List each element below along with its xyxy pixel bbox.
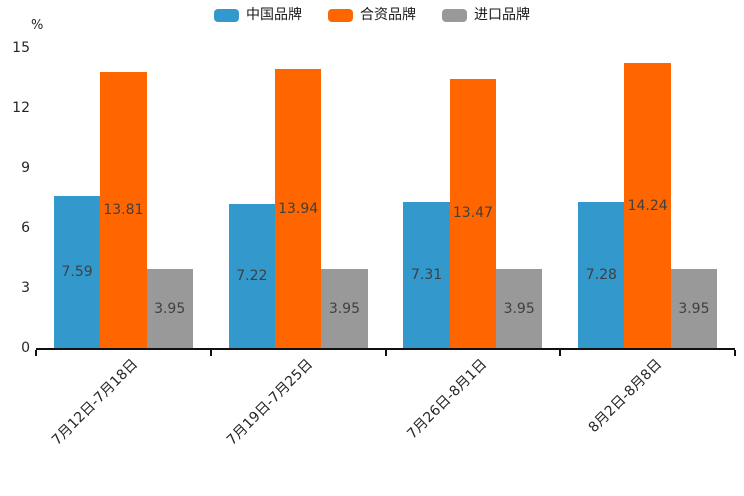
bar-合资品牌-group-3: 13.47 (449, 78, 497, 348)
x-axis-category-label: 8月2日-8月8日 (585, 356, 666, 436)
y-axis-unit-label: % (31, 18, 44, 33)
bar-进口品牌-group-4: 3.95 (670, 269, 718, 348)
x-axis-line (36, 348, 735, 350)
bar-value-label: 7.59 (61, 264, 93, 281)
bar-中国品牌-group-4: 7.28 (578, 202, 625, 348)
legend-label: 中国品牌 (246, 7, 302, 23)
x-axis-tick-mark (209, 350, 212, 356)
x-axis-tick-mark (734, 350, 736, 356)
legend-item-series-1[interactable]: 中国品牌 (214, 8, 302, 22)
bar-进口品牌-group-2: 3.95 (321, 269, 368, 348)
bar-中国品牌-group-2: 7.22 (228, 203, 275, 348)
bar-value-label: 7.22 (236, 267, 268, 284)
legend-label: 进口品牌 (474, 7, 530, 23)
legend-item-series-3[interactable]: 进口品牌 (442, 8, 530, 22)
legend-swatch-icon (442, 8, 467, 22)
x-axis-category-label: 7月19日-7月25日 (223, 356, 316, 449)
bar-value-label: 3.95 (154, 300, 186, 317)
bar-进口品牌-group-1: 3.95 (146, 269, 193, 348)
bar-value-label: 13.94 (278, 200, 319, 217)
bar-value-label: 13.47 (452, 205, 493, 222)
x-axis-tick-mark (35, 350, 37, 356)
bar-value-label: 14.24 (627, 197, 668, 214)
bar-value-label: 3.95 (328, 300, 360, 317)
x-axis-tick-mark (384, 350, 387, 356)
bar-value-label: 13.81 (103, 201, 144, 218)
x-axis-category-label: 7月12日-7月18日 (48, 356, 141, 449)
legend-swatch-icon (214, 8, 239, 22)
bar-value-label: 7.28 (585, 267, 617, 284)
legend-item-series-2[interactable]: 合资品牌 (328, 8, 416, 22)
bar-中国品牌-group-1: 7.59 (53, 196, 101, 348)
bar-value-label: 7.31 (410, 266, 443, 283)
y-axis-tick-label: 12 (12, 100, 30, 116)
y-axis-tick-label: 9 (21, 160, 30, 176)
legend-swatch-icon (328, 8, 353, 22)
bar-value-label: 3.95 (503, 300, 535, 317)
y-axis-tick-label: 15 (12, 40, 30, 56)
x-axis-category-label: 7月26日-8月1日 (404, 356, 491, 443)
legend-label: 合资品牌 (360, 7, 416, 23)
bar-进口品牌-group-3: 3.95 (496, 269, 543, 348)
bar-value-label: 3.95 (678, 300, 710, 317)
y-axis-tick-label: 0 (21, 340, 30, 356)
x-axis-tick-mark (559, 350, 562, 356)
y-axis-tick-label: 3 (21, 280, 30, 296)
bar-合资品牌-group-2: 13.94 (274, 69, 322, 348)
y-axis-tick-label: 6 (21, 220, 30, 236)
bar-合资品牌-group-1: 13.81 (100, 71, 147, 348)
bar-合资品牌-group-4: 14.24 (624, 63, 671, 348)
chart-legend: 中国品牌 合资品牌 进口品牌 (0, 8, 744, 22)
bar-中国品牌-group-3: 7.31 (403, 201, 450, 348)
